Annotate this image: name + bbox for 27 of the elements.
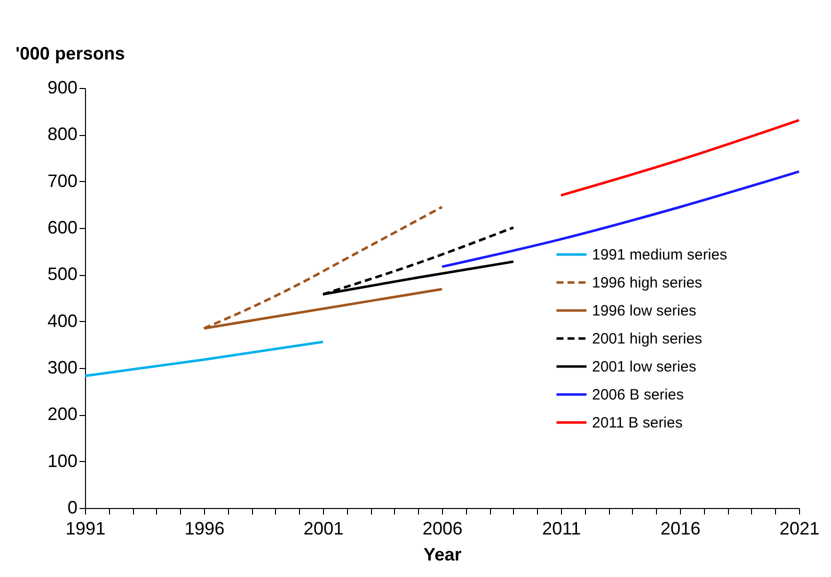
- x-tick-label: 1991: [65, 518, 106, 538]
- y-tick-label: 700: [47, 170, 78, 191]
- y-tick-label: 900: [47, 78, 78, 98]
- x-axis-title: Year: [423, 544, 462, 564]
- legend-label: 1991 medium series: [592, 246, 728, 264]
- y-tick-label: 100: [47, 450, 78, 471]
- legend-label: 1996 low series: [592, 302, 696, 320]
- x-tick-label: 2016: [660, 518, 701, 538]
- y-tick-label: 0: [67, 498, 78, 518]
- y-axis-title: '000 persons: [16, 44, 125, 64]
- legend-label: 2001 high series: [592, 330, 702, 348]
- x-tick-label: 2006: [422, 518, 463, 538]
- x-tick-label: 2001: [303, 518, 344, 538]
- line-series: [440, 170, 800, 268]
- x-tick-label: 2021: [779, 518, 820, 538]
- legend-label: 1996 high series: [592, 274, 702, 292]
- y-tick-label: 400: [47, 310, 78, 331]
- y-tick-label: 600: [47, 218, 78, 238]
- y-tick-label: 200: [47, 404, 78, 424]
- y-tick-label: 800: [47, 124, 78, 144]
- legend-label: 2001 low series: [592, 358, 696, 376]
- x-tick-label: 2011: [542, 518, 581, 538]
- x-tick-label: 1996: [184, 518, 225, 538]
- y-tick-label: 500: [47, 264, 78, 284]
- y-tick-label: 300: [47, 358, 78, 378]
- legend-label: 2006 B series: [592, 386, 684, 404]
- legend-label: 2011 B series: [592, 414, 683, 432]
